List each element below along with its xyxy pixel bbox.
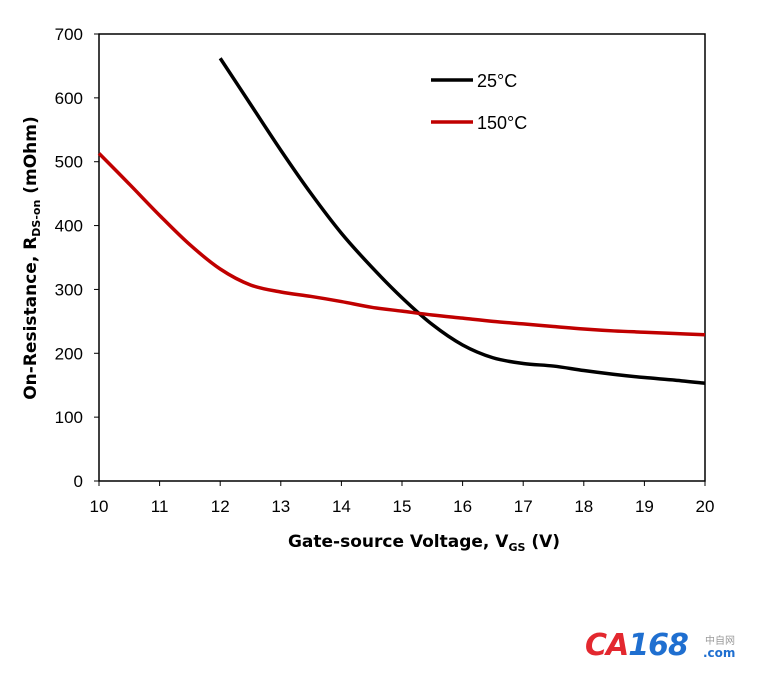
x-axis-title-subscript: GS xyxy=(508,541,525,554)
x-tick-label: 11 xyxy=(151,497,169,516)
plot-area-frame xyxy=(98,33,706,482)
watermark-com: .com xyxy=(703,646,736,660)
watermark-letters: CA xyxy=(585,628,629,663)
x-tick-label: 17 xyxy=(514,497,533,516)
x-tick-label: 16 xyxy=(453,497,472,516)
x-tick-label: 12 xyxy=(211,497,230,516)
y-tick-label: 200 xyxy=(55,344,83,363)
x-axis-ticks: 10 11 12 13 14 15 16 17 18 19 20 xyxy=(90,481,715,516)
y-axis-title-unit: (mOhm) xyxy=(21,116,41,199)
x-tick-label: 14 xyxy=(332,497,351,516)
watermark-wordmark: CA168 xyxy=(585,628,689,663)
watermark-cn: 中自网 xyxy=(705,636,735,647)
y-axis-title-subscript: DS-on xyxy=(30,200,43,237)
series-line-1 xyxy=(97,152,706,337)
x-axis-title: Gate-source Voltage, VGS (V) xyxy=(288,532,560,554)
y-axis-title: On-Resistance, RDS-on (mOhm) xyxy=(21,116,43,400)
y-tick-label: 300 xyxy=(55,280,83,299)
x-tick-label: 19 xyxy=(635,497,654,516)
x-tick-label: 20 xyxy=(696,497,715,516)
watermark-digits: 168 xyxy=(628,628,689,663)
y-tick-label: 100 xyxy=(55,408,83,427)
series-line-0 xyxy=(218,57,706,386)
y-tick-label: 0 xyxy=(74,472,83,491)
legend: 25°C 150°C xyxy=(431,71,527,133)
y-tick-label: 600 xyxy=(55,89,83,108)
legend-label-0: 25°C xyxy=(477,71,517,91)
y-tick-label: 700 xyxy=(55,25,83,44)
y-tick-label: 400 xyxy=(55,217,83,236)
x-tick-label: 13 xyxy=(271,497,290,516)
x-axis-title-unit: (V) xyxy=(525,532,560,552)
x-tick-label: 10 xyxy=(90,497,109,516)
x-tick-label: 15 xyxy=(393,497,412,516)
y-tick-label: 500 xyxy=(55,153,83,172)
x-tick-label: 18 xyxy=(574,497,593,516)
legend-label-1: 150°C xyxy=(477,113,527,133)
y-axis-ticks: 0 100 200 300 400 500 600 700 xyxy=(55,25,99,491)
watermark-logo: CA168 中自网 .com xyxy=(585,628,755,664)
series-lines xyxy=(97,57,706,386)
